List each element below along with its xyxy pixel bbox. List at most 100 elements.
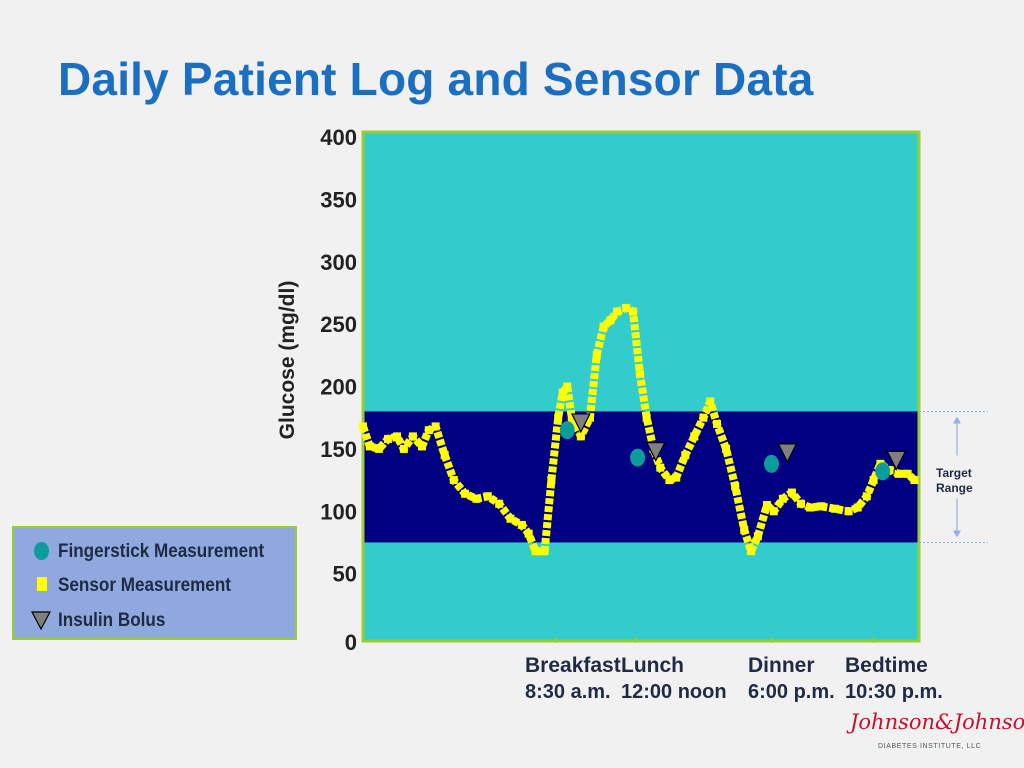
sensor-point xyxy=(365,442,374,451)
sensor-point xyxy=(769,507,778,516)
target-range-label: Range xyxy=(936,481,973,495)
slide-title: Daily Patient Log and Sensor Data xyxy=(58,53,814,105)
sensor-point xyxy=(554,413,563,422)
legend-item-insulin: Insulin Bolus xyxy=(28,609,298,633)
sensor-point xyxy=(495,499,504,508)
sensor-point xyxy=(449,476,458,485)
sensor-point xyxy=(431,422,440,431)
sensor-point xyxy=(374,444,383,453)
sensor-point xyxy=(408,432,417,441)
sensor-point xyxy=(585,413,594,422)
sensor-point xyxy=(910,476,919,485)
sensor-point xyxy=(681,451,690,460)
x-annotation-label: Bedtime xyxy=(845,654,928,677)
sensor-point xyxy=(567,413,576,422)
sensor-point xyxy=(665,476,674,485)
sensor-point xyxy=(524,529,533,538)
sensor-point xyxy=(461,489,470,498)
y-tick-label: 400 xyxy=(320,125,357,150)
sensor-point xyxy=(592,351,601,360)
legend-item-fingerstick: Fingerstick Measurement xyxy=(28,540,298,564)
sensor-point xyxy=(894,469,903,478)
sensor-point xyxy=(817,502,826,511)
sensor-point xyxy=(540,547,549,556)
x-annotation-label: Dinner xyxy=(748,654,815,677)
x-annotation-time: 10:30 p.m. xyxy=(845,681,943,703)
sensor-point xyxy=(713,419,722,428)
sensor-point xyxy=(656,463,665,472)
insulin-bolus-point xyxy=(645,442,666,462)
y-tick-label: 100 xyxy=(320,499,357,524)
sensor-point xyxy=(622,303,631,312)
plot-area xyxy=(361,130,921,643)
sensor-point xyxy=(831,504,840,513)
y-tick-label: 300 xyxy=(320,250,357,275)
sensor-point xyxy=(393,432,402,441)
target-range-label: Target xyxy=(936,466,972,480)
y-tick-label: 350 xyxy=(320,187,357,212)
sensor-point xyxy=(558,388,567,397)
legend-label-insulin: Insulin Bolus xyxy=(58,610,166,631)
sensor-point xyxy=(506,514,515,523)
fingerstick-point xyxy=(559,421,575,440)
fingerstick-point xyxy=(763,454,779,473)
sensor-point xyxy=(706,397,715,406)
sensor-point xyxy=(399,444,408,453)
sensor-point xyxy=(517,520,526,529)
legend-label-fingerstick: Fingerstick Measurement xyxy=(58,541,265,562)
insulin-bolus-point xyxy=(570,413,591,434)
sensor-point xyxy=(869,476,878,485)
y-tick-label: 150 xyxy=(320,437,357,462)
y-tick-label: 250 xyxy=(320,312,357,337)
y-tick-label: 200 xyxy=(320,375,357,400)
sensor-point xyxy=(642,413,651,422)
insulin-bolus-point xyxy=(777,443,798,464)
sensor-point xyxy=(672,473,681,482)
sensor-point xyxy=(599,322,608,331)
sensor-point xyxy=(844,507,853,516)
sensor-point xyxy=(531,547,540,556)
x-annotation-label: Breakfast xyxy=(525,654,621,677)
sensor-point xyxy=(853,503,862,512)
sensor-point xyxy=(778,494,787,503)
sensor-point xyxy=(547,476,556,485)
target-arrow-down-head xyxy=(953,530,961,538)
sensor-point xyxy=(483,492,492,501)
sensor-point xyxy=(613,307,622,316)
sensor-point xyxy=(699,413,708,422)
sensor-point xyxy=(762,501,771,510)
x-annotation-time: 8:30 a.m. xyxy=(525,681,611,703)
sensor-point xyxy=(747,547,756,556)
legend-label-sensor: Sensor Measurement xyxy=(58,575,231,596)
y-tick-label: 50 xyxy=(333,562,357,587)
sensor-point xyxy=(563,382,572,391)
logo-wordmark: Johnson&Johnson xyxy=(850,710,1024,734)
target-arrow-up-head xyxy=(953,416,961,424)
sensor-point xyxy=(722,444,731,453)
y-tick-label: 0 xyxy=(345,630,357,655)
sensor-point xyxy=(731,482,740,491)
johnson-johnson-logo: Johnson&Johnson DIABETES INSTITUTE, LLC xyxy=(850,710,1024,760)
sensor-square-icon xyxy=(28,574,58,598)
sensor-point xyxy=(796,499,805,508)
x-annotation-time: 6:00 p.m. xyxy=(748,681,835,703)
sensor-point xyxy=(359,422,367,431)
x-annotation-label: Lunch xyxy=(621,654,684,677)
sensor-point xyxy=(572,422,581,431)
fingerstick-dot-icon xyxy=(28,540,58,564)
sensor-point xyxy=(753,532,762,541)
sensor-point xyxy=(862,492,871,501)
sensor-point xyxy=(424,426,433,435)
fingerstick-point xyxy=(875,462,891,481)
x-annotation-time: 12:00 noon xyxy=(621,681,727,703)
fingerstick-point xyxy=(630,448,646,467)
sensor-point xyxy=(903,469,912,478)
legend-item-sensor: Sensor Measurement xyxy=(28,574,298,598)
target-range-band xyxy=(364,411,918,543)
sensor-point xyxy=(440,451,449,460)
sensor-point xyxy=(472,494,481,503)
sensor-point xyxy=(740,525,749,534)
sensor-point xyxy=(787,488,796,497)
chart-legend: Fingerstick Measurement Sensor Measureme… xyxy=(12,526,297,640)
